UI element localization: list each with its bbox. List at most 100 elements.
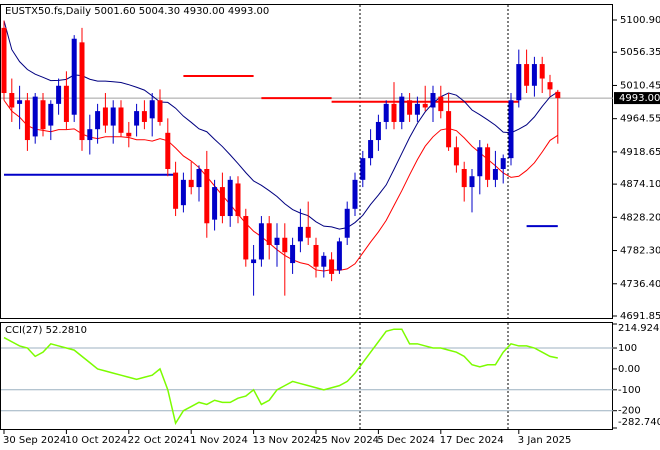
candle-body xyxy=(266,223,272,245)
x-tick-label: 25 Nov 2024 xyxy=(315,435,379,446)
cci-frame xyxy=(0,322,613,430)
y-tick-label: 100 xyxy=(618,343,637,354)
ohlc: 4993.00 xyxy=(228,6,269,17)
candle-body xyxy=(461,168,467,188)
y-tick-label: 4964.55 xyxy=(620,114,660,125)
candle-body xyxy=(149,100,155,119)
candle-body xyxy=(227,179,233,217)
candle-body xyxy=(531,64,537,86)
ohlc: 5004.30 xyxy=(139,6,180,17)
candle-body xyxy=(63,85,69,122)
indicator-line xyxy=(3,20,559,230)
candle-body xyxy=(32,96,38,137)
y-tick-label: 4782.30 xyxy=(620,246,660,257)
x-tick-label: 1 Nov 2024 xyxy=(190,435,248,446)
candle-body xyxy=(118,107,124,133)
header: EUSTX50.fs,Daily 5001.60 5004.30 4930.00… xyxy=(5,6,269,17)
candle-body xyxy=(251,259,257,264)
candle-body xyxy=(71,38,77,115)
ohlc: 4930.00 xyxy=(183,6,224,17)
candle-body xyxy=(430,93,436,108)
candle-body xyxy=(547,82,553,90)
candle-body xyxy=(492,168,498,180)
y-tick-label: 4828.20 xyxy=(620,212,660,223)
candle-body xyxy=(102,107,108,126)
candle-body xyxy=(212,187,218,220)
x-tick-label: 17 Dec 2024 xyxy=(440,435,504,446)
candle-body xyxy=(95,111,101,130)
candle-body xyxy=(188,179,194,188)
candle-body xyxy=(516,64,522,101)
candle-body xyxy=(173,172,179,209)
y-tick-label: 5010.45 xyxy=(620,80,660,91)
candle-body xyxy=(453,147,459,166)
candle-body xyxy=(48,103,54,126)
candle-body xyxy=(422,103,428,108)
indicator-line xyxy=(3,99,559,272)
y-tick-label: 214.9247 xyxy=(618,323,660,334)
candle-body xyxy=(24,100,30,141)
current-price-label: 4993.00 xyxy=(619,93,660,104)
candle-body xyxy=(274,237,280,245)
candle-body xyxy=(196,168,202,188)
candle-body xyxy=(243,216,249,260)
x-tick-label: 5 Dec 2024 xyxy=(377,435,435,446)
y-tick-label: 4918.65 xyxy=(620,147,660,158)
cci-line xyxy=(3,328,558,426)
y-tick-label: -100 xyxy=(618,385,641,396)
candle-body xyxy=(438,96,444,112)
candle-body xyxy=(56,85,62,104)
candle-body xyxy=(134,111,140,126)
candle-body xyxy=(157,100,163,122)
candle-body xyxy=(500,158,506,169)
candle-body xyxy=(180,179,186,206)
candle-body xyxy=(344,208,350,238)
candle-body xyxy=(321,255,327,267)
candle-body xyxy=(219,187,225,217)
candle-body xyxy=(305,226,311,238)
y-tick-label: 0.00 xyxy=(618,364,640,375)
price-box xyxy=(614,92,660,105)
candle-body xyxy=(17,100,23,104)
candle-body xyxy=(391,103,397,122)
candle-body xyxy=(126,132,132,137)
candle-body xyxy=(40,100,46,130)
y-tick-label: 5100.90 xyxy=(620,15,660,26)
candle-body xyxy=(555,91,561,99)
candle-body xyxy=(282,237,288,253)
y-tick-label: 4736.40 xyxy=(620,279,660,290)
candle-body xyxy=(79,42,85,141)
candle-body xyxy=(329,259,335,274)
y-tick-label: 5056.35 xyxy=(620,47,660,58)
ohlc: 5001.60 xyxy=(94,6,135,17)
candle-body xyxy=(524,64,530,86)
candle-body xyxy=(352,179,358,209)
candle-body xyxy=(368,140,374,159)
candle-body xyxy=(485,147,491,180)
candle-body xyxy=(477,147,483,177)
candle-body xyxy=(446,111,452,148)
candle-body xyxy=(235,183,241,217)
x-tick-label: 30 Sep 2024 xyxy=(3,435,66,446)
y-tick-label: -200 xyxy=(618,406,641,417)
candle-body xyxy=(375,121,381,141)
candle-body xyxy=(204,168,210,224)
candle-body xyxy=(1,27,7,94)
symbol: EUSTX50.fs,Daily xyxy=(5,6,91,17)
candle-body xyxy=(141,111,147,122)
cci-title: CCI(27) 52.2810 xyxy=(5,325,87,336)
candle-body xyxy=(87,129,93,141)
candle-body xyxy=(258,223,264,260)
candle-body xyxy=(110,107,116,126)
x-tick-label: 10 Oct 2024 xyxy=(65,435,127,446)
candle-body xyxy=(360,158,366,180)
candle-body xyxy=(165,132,171,169)
candle-body xyxy=(336,241,342,271)
x-tick-label: 22 Oct 2024 xyxy=(128,435,190,446)
y-tick-label: -282.7406 xyxy=(618,417,660,428)
y-tick-label: 4874.10 xyxy=(620,179,660,190)
candle-body xyxy=(407,100,413,115)
candle-body xyxy=(414,103,420,115)
candle-body xyxy=(297,226,303,242)
